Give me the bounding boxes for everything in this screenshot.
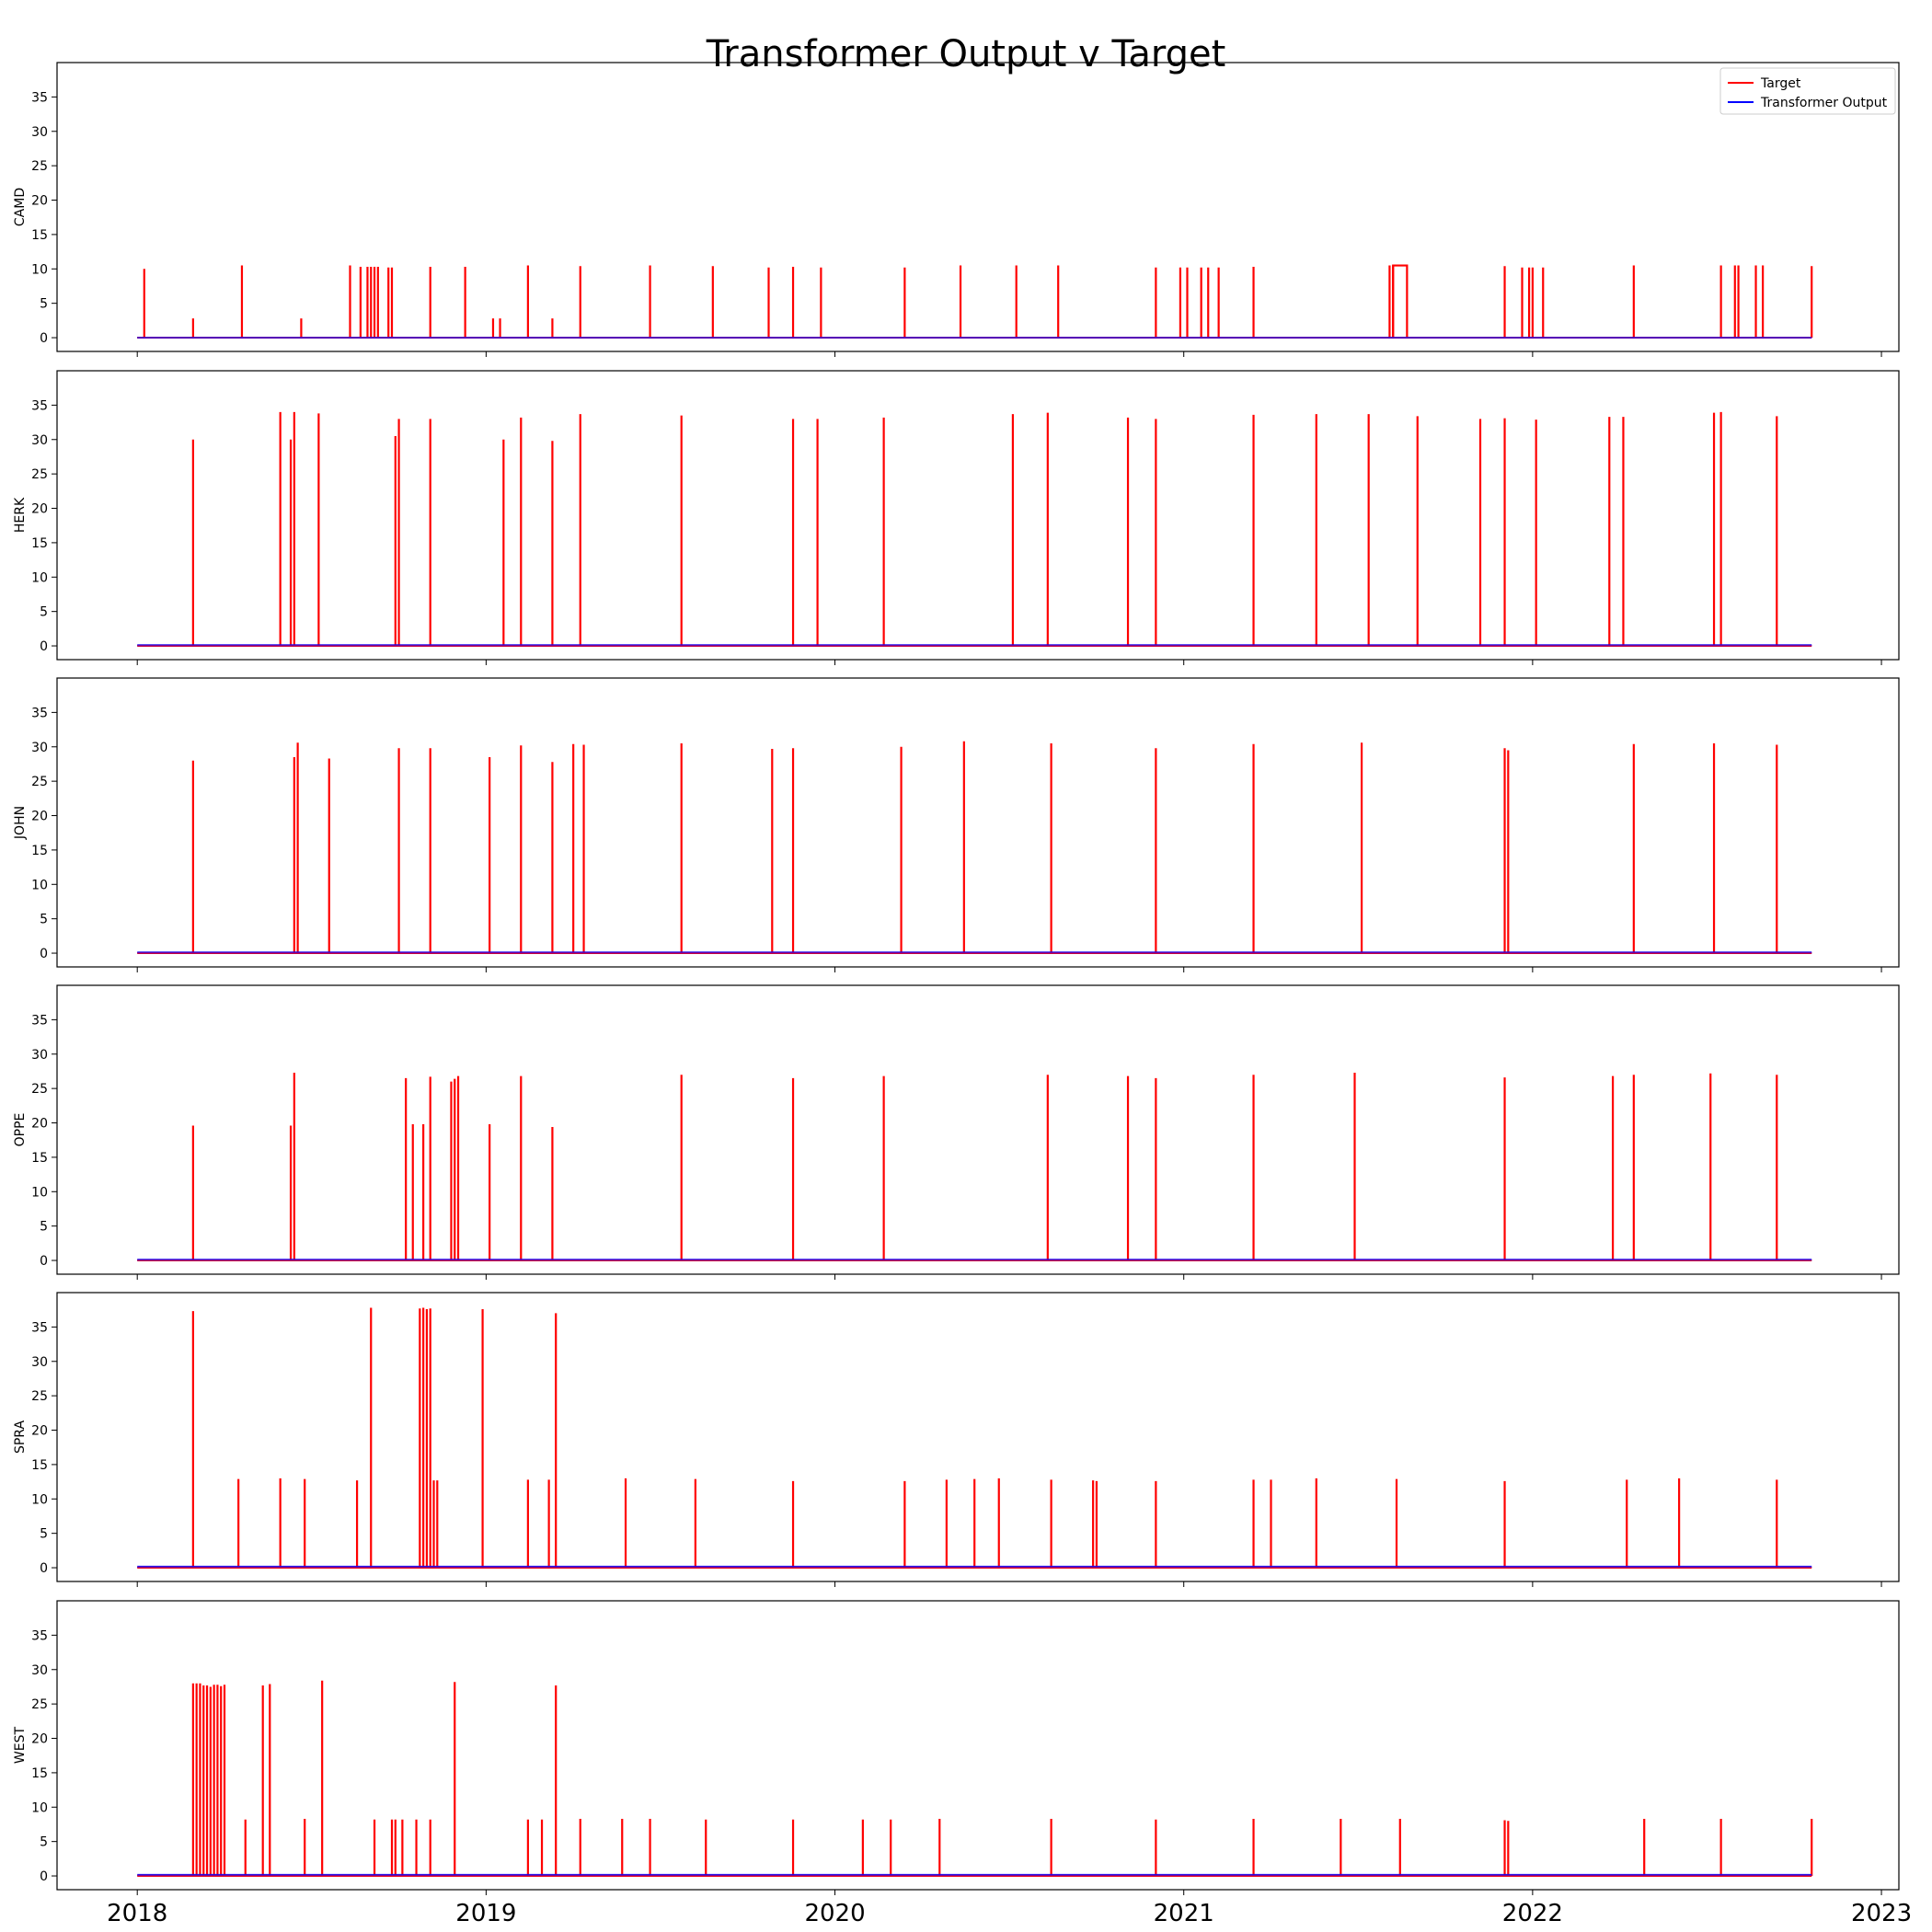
- panel-frame: [56, 677, 1900, 968]
- x-tick-label: 2021: [1154, 1900, 1214, 1927]
- y-tick-label: 0: [40, 331, 48, 346]
- y-tick-label: 35: [31, 398, 48, 413]
- y-tick-label: 30: [31, 125, 48, 140]
- panel-herk: 0 5 10 15 20 25 30 35 HERK: [13, 370, 1900, 665]
- y-tick-label: 10: [31, 262, 48, 277]
- y-tick-label: 0: [40, 1254, 48, 1269]
- y-tick-label: 25: [31, 775, 48, 789]
- panel-ylabel: WEST: [13, 1726, 28, 1764]
- y-tick-label: 25: [31, 1082, 48, 1097]
- y-tick-label: 15: [31, 844, 48, 858]
- y-tick-label: 30: [31, 1355, 48, 1370]
- panel-frame: [56, 1292, 1900, 1582]
- y-tick-label: 15: [31, 1458, 48, 1473]
- y-tick-label: 25: [31, 159, 48, 174]
- y-tick-label: 35: [31, 1320, 48, 1335]
- y-tick-label: 25: [31, 467, 48, 482]
- y-tick-label: 15: [31, 228, 48, 243]
- panel-west: 0 5 10 15 20 25 30 35 WEST: [13, 1600, 1900, 1895]
- panel-frame: [56, 984, 1900, 1275]
- panel-ylabel: JOHN: [13, 806, 28, 840]
- y-tick-label: 5: [40, 1527, 48, 1542]
- panel-ylabel: SPRA: [13, 1420, 28, 1454]
- y-tick-label: 20: [31, 194, 48, 209]
- y-tick-label: 0: [40, 1561, 48, 1576]
- legend-label: Target: [1760, 76, 1801, 91]
- panel-camd: 0 5 10 15 20 25 30 35 CAMD: [13, 62, 1900, 357]
- panel-ylabel: CAMD: [13, 188, 28, 226]
- x-tick-label: 2023: [1851, 1900, 1912, 1927]
- y-tick-label: 5: [40, 297, 48, 312]
- y-tick-label: 25: [31, 1697, 48, 1712]
- y-tick-label: 20: [31, 1117, 48, 1132]
- y-tick-label: 0: [40, 947, 48, 961]
- y-tick-label: 20: [31, 810, 48, 824]
- legend-label: Transformer Output: [1760, 96, 1888, 110]
- y-tick-label: 35: [31, 706, 48, 720]
- y-tick-label: 30: [31, 433, 48, 448]
- y-tick-label: 15: [31, 1766, 48, 1781]
- x-tick-label: 2019: [455, 1900, 516, 1927]
- panel-ylabel: OPPE: [13, 1113, 28, 1147]
- y-tick-label: 35: [31, 90, 48, 105]
- y-tick-label: 35: [31, 1013, 48, 1028]
- panel-oppe: 0 5 10 15 20 25 30 35 OPPE: [13, 984, 1900, 1280]
- y-tick-label: 10: [31, 570, 48, 585]
- y-tick-label: 10: [31, 1492, 48, 1507]
- y-tick-label: 30: [31, 741, 48, 755]
- y-tick-label: 5: [40, 1835, 48, 1850]
- target-plateau: [1392, 264, 1409, 339]
- y-tick-label: 0: [40, 1869, 48, 1884]
- x-tick-label: 2018: [107, 1900, 167, 1927]
- panel-frame: [56, 1600, 1900, 1891]
- x-tick-label: 2020: [804, 1900, 865, 1927]
- y-tick-label: 20: [31, 502, 48, 517]
- panel-frame: [56, 370, 1900, 661]
- y-tick-label: 35: [31, 1628, 48, 1643]
- y-tick-label: 15: [31, 1151, 48, 1166]
- y-tick-label: 10: [31, 878, 48, 892]
- x-tick-label: 2022: [1502, 1900, 1563, 1927]
- legend-box: [1719, 67, 1896, 115]
- y-tick-label: 20: [31, 1732, 48, 1747]
- panel-john: 0 5 10 15 20 25 30 35 JOHN: [13, 677, 1900, 972]
- chart-title: Transformer Output v Target: [706, 33, 1226, 75]
- y-tick-label: 15: [31, 536, 48, 551]
- panel-frame: [56, 62, 1900, 352]
- y-tick-label: 30: [31, 1663, 48, 1678]
- y-tick-label: 25: [31, 1389, 48, 1404]
- y-tick-label: 0: [40, 639, 48, 654]
- y-tick-label: 5: [40, 605, 48, 620]
- y-tick-label: 30: [31, 1048, 48, 1063]
- y-tick-label: 10: [31, 1185, 48, 1200]
- y-tick-label: 10: [31, 1800, 48, 1815]
- y-tick-label: 20: [31, 1424, 48, 1439]
- y-tick-label: 5: [40, 913, 48, 927]
- panel-ylabel: HERK: [13, 497, 28, 533]
- y-tick-label: 5: [40, 1220, 48, 1235]
- panel-spra: 0 5 10 15 20 25 30 35 SPRA: [13, 1292, 1900, 1587]
